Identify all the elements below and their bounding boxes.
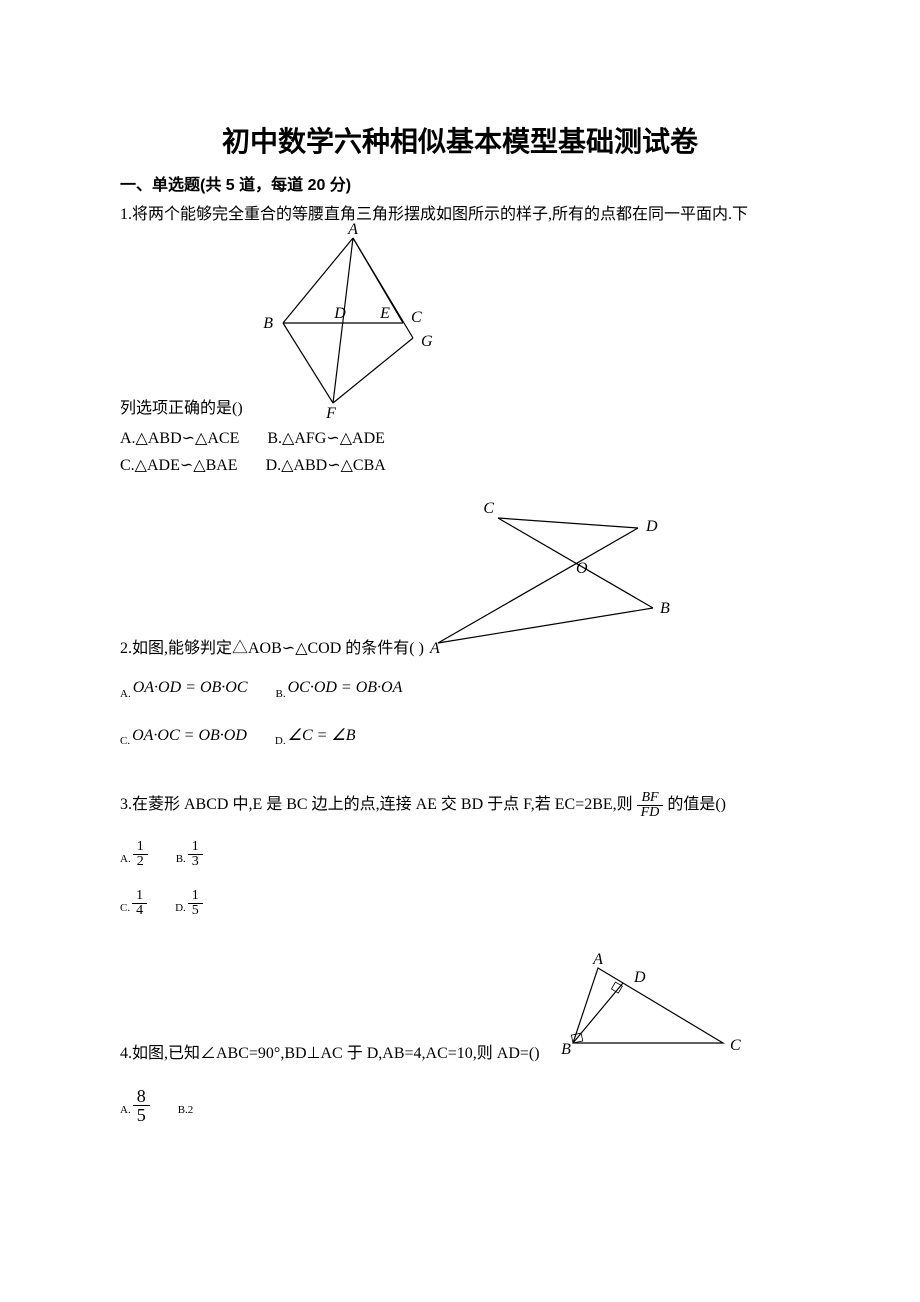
q2-label-d: D — [645, 518, 658, 535]
q4-stem: 4.如图,已知∠ABC=90°,BD⊥AC 于 D,AB=4,AC=10,则 A… — [120, 1041, 540, 1067]
q4-label-b: B — [561, 1041, 571, 1058]
q3-option-c: C.14 — [120, 889, 147, 918]
q1-label-a: A — [347, 221, 358, 238]
q1-label-b: B — [263, 315, 273, 332]
q1-label-f: F — [325, 405, 336, 422]
q2-figure: A B C D O — [428, 503, 668, 662]
question-1: 1.将两个能够完全重合的等腰直角三角形摆成如图所示的样子,所有的点都在同一平面内… — [120, 202, 800, 478]
q3-option-a: A.12 — [120, 840, 148, 869]
q3-option-d: D.15 — [175, 889, 203, 918]
q1-options: A.△ABD∽△ACE B.△AFG∽△ADE C.△ADE∽△BAE D.△A… — [120, 426, 800, 479]
q4-label-d: D — [633, 969, 646, 986]
q2-label-c: C — [483, 500, 494, 517]
question-4: 4.如图,已知∠ABC=90°,BD⊥AC 于 D,AB=4,AC=10,则 A… — [120, 958, 800, 1124]
q4-figure: A B C D — [558, 958, 738, 1067]
q2-option-b: B.OC·OD = OB·OA — [276, 675, 403, 703]
q1-label-c: C — [411, 309, 422, 326]
question-2: 2.如图,能够判定△AOB∽△COD 的条件有( ) A B C D O A.O… — [120, 503, 800, 751]
q2-stem: 2.如图,能够判定△AOB∽△COD 的条件有( ) — [120, 636, 424, 662]
exam-title: 初中数学六种相似基本模型基础测试卷 — [120, 120, 800, 165]
q1-stem-line2: 列选项正确的是() — [120, 396, 243, 422]
q2-label-b: B — [660, 600, 670, 617]
q2-label-o: O — [576, 560, 588, 577]
q4-label-c: C — [730, 1037, 741, 1054]
q1-figure: A B C D E G F — [253, 228, 453, 422]
q4-options: A.85 B.2 — [120, 1087, 800, 1124]
q2-option-d: D.∠C = ∠B — [275, 723, 356, 751]
q3-stem: 3.在菱形 ABCD 中,E 是 BC 边上的点,连接 AE 交 BD 于点 F… — [120, 791, 800, 820]
q2-options: A.OA·OD = OB·OC B.OC·OD = OB·OA C.OA·OC … — [120, 675, 800, 751]
q4-option-a: A.85 — [120, 1087, 150, 1124]
q1-label-d: D — [333, 305, 346, 322]
section-header: 一、单选题(共 5 道，每道 20 分) — [120, 173, 800, 199]
q3-fraction: BF FD — [637, 791, 664, 820]
q3-option-b: B.13 — [176, 840, 203, 869]
q1-option-a: A.△ABD∽△ACE — [120, 426, 239, 452]
q1-stem-line1: 1.将两个能够完全重合的等腰直角三角形摆成如图所示的样子,所有的点都在同一平面内… — [120, 202, 800, 228]
q4-label-a: A — [592, 951, 603, 968]
q1-label-g: G — [421, 333, 433, 350]
q2-label-a: A — [429, 640, 440, 657]
q4-option-b: B.2 — [178, 1092, 196, 1120]
question-3: 3.在菱形 ABCD 中,E 是 BC 边上的点,连接 AE 交 BD 于点 F… — [120, 791, 800, 918]
q2-option-a: A.OA·OD = OB·OC — [120, 675, 248, 703]
q1-option-b: B.△AFG∽△ADE — [267, 426, 385, 452]
q3-options: A.12 B.13 C.14 D.15 — [120, 840, 800, 918]
q2-option-c: C.OA·OC = OB·OD — [120, 723, 247, 751]
q1-option-c: C.△ADE∽△BAE — [120, 453, 238, 479]
q1-option-d: D.△ABD∽△CBA — [266, 453, 386, 479]
q1-label-e: E — [379, 305, 390, 322]
